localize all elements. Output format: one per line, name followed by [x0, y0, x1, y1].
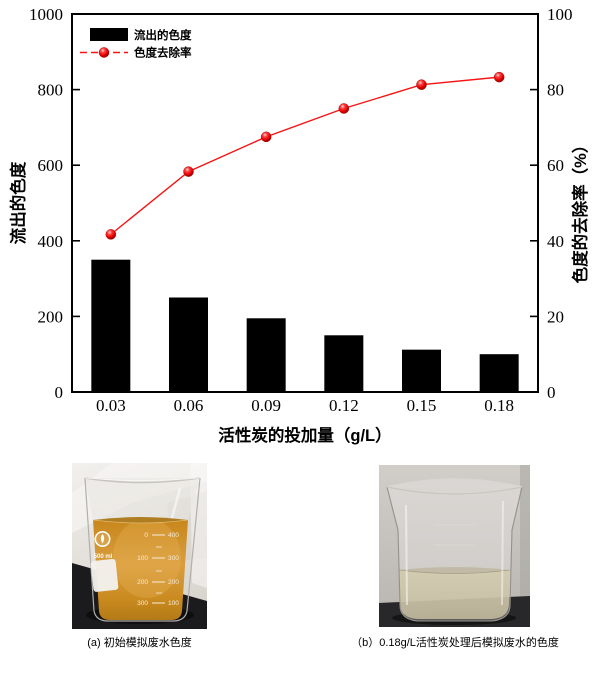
- right-tick-label: 100: [547, 5, 573, 24]
- liquid-surface: [93, 517, 188, 523]
- bar: [246, 318, 286, 392]
- scale-left-1: 100: [137, 555, 148, 562]
- legend-label-line: 色度去除率: [134, 46, 192, 60]
- photo-initial-wastewater: 0 400 100 300 200 200 300 100 500 ml: [72, 463, 207, 629]
- plot-area: 0 200 400 600 800 1000 0 20 40 60 80 100 0.03 0.06 0.0…: [29, 5, 573, 415]
- photo-treated-wastewater: [379, 465, 530, 627]
- left-tick-label: 200: [38, 307, 64, 326]
- liquid-surface-glint: [92, 519, 189, 524]
- left-tick-label: 0: [55, 383, 64, 402]
- white-label-patch: [90, 559, 119, 592]
- right-tick-label: 40: [547, 232, 564, 251]
- bar: [324, 335, 364, 392]
- x-tick-label: 0.12: [329, 396, 359, 415]
- liquid-glow: [113, 518, 181, 598]
- x-tick-label: 0.03: [96, 396, 126, 415]
- left-axis-title: 流出的色度: [8, 161, 28, 244]
- removal-rate-line: [110, 76, 500, 235]
- liquid-pale: [399, 570, 510, 619]
- legend-swatch-bar: [90, 28, 128, 41]
- graduation-marks: 0 400 100 300 200 200 300 100: [137, 532, 179, 607]
- logo-flame: [100, 534, 105, 544]
- beaker-rim-front: [386, 486, 523, 495]
- legend-marker-dot: [98, 47, 110, 58]
- scale-right-2: 200: [168, 579, 179, 586]
- brand-logo: [94, 531, 111, 548]
- glass-highlight: [170, 487, 182, 519]
- beaker-rim: [84, 477, 201, 484]
- data-point-marker: [105, 229, 117, 240]
- x-tick-label: 0.06: [174, 396, 204, 415]
- beaker-outline: [84, 477, 201, 622]
- caption-b: （b）0.18g/L活性炭处理后模拟废水的色度: [351, 637, 559, 649]
- beaker-rim-highlight: [84, 477, 201, 481]
- data-point-marker: [338, 103, 350, 114]
- x-tick-label: 0.09: [251, 396, 281, 415]
- left-tick-label: 600: [38, 156, 64, 175]
- beaker-volume-label: 500 ml: [94, 554, 113, 560]
- liquid-amber: [93, 520, 188, 620]
- scale-right-0: 400: [168, 532, 179, 539]
- bar: [479, 354, 519, 392]
- beaker-rim-back: [386, 478, 523, 488]
- legend-label-bar: 流出的色度: [134, 28, 192, 42]
- wall-shadow-strip: [520, 465, 530, 627]
- bar: [91, 259, 131, 392]
- chart: 0 200 400 600 800 1000 0 20 40 60 80 100 0.03 0.06 0.0…: [8, 5, 590, 445]
- glass-highlight-left: [405, 504, 408, 606]
- plot-frame: [71, 13, 539, 393]
- left-tick-label: 800: [38, 81, 64, 100]
- data-point-marker: [493, 71, 505, 83]
- right-tick-label: 20: [547, 307, 564, 326]
- scale-left-3: 300: [137, 600, 148, 607]
- liquid-surface: [399, 567, 510, 574]
- scale-right-3: 100: [168, 600, 179, 607]
- right-axis-title: 色度的去除率（%）: [570, 137, 590, 284]
- legend: 流出的色度 色度去除率: [80, 28, 192, 60]
- beaker-glass-upper: [85, 478, 200, 520]
- glass-highlight-right: [501, 500, 504, 606]
- x-tick-label: 0.18: [484, 396, 514, 415]
- liquid-surface-line: [398, 569, 511, 574]
- left-tick-label: 1000: [29, 5, 63, 24]
- right-tick-label: 80: [547, 81, 564, 100]
- bar: [169, 297, 208, 392]
- bar: [402, 349, 441, 392]
- scale-left-2: 200: [137, 579, 148, 586]
- data-point-marker: [416, 79, 427, 90]
- scale-left-0: 0: [144, 532, 148, 539]
- x-tick-label: 0.15: [407, 396, 437, 415]
- data-point-marker: [260, 131, 272, 143]
- x-axis-title: 活性炭的投加量（g/L）: [218, 425, 391, 445]
- caption-a: (a) 初始模拟废水色度: [87, 637, 192, 649]
- right-tick-label: 60: [547, 156, 564, 175]
- right-tick-label: 0: [547, 383, 556, 402]
- beaker-outline: [386, 486, 523, 622]
- data-point-marker: [183, 166, 194, 177]
- scale-right-1: 300: [168, 555, 179, 562]
- left-tick-label: 400: [38, 232, 64, 251]
